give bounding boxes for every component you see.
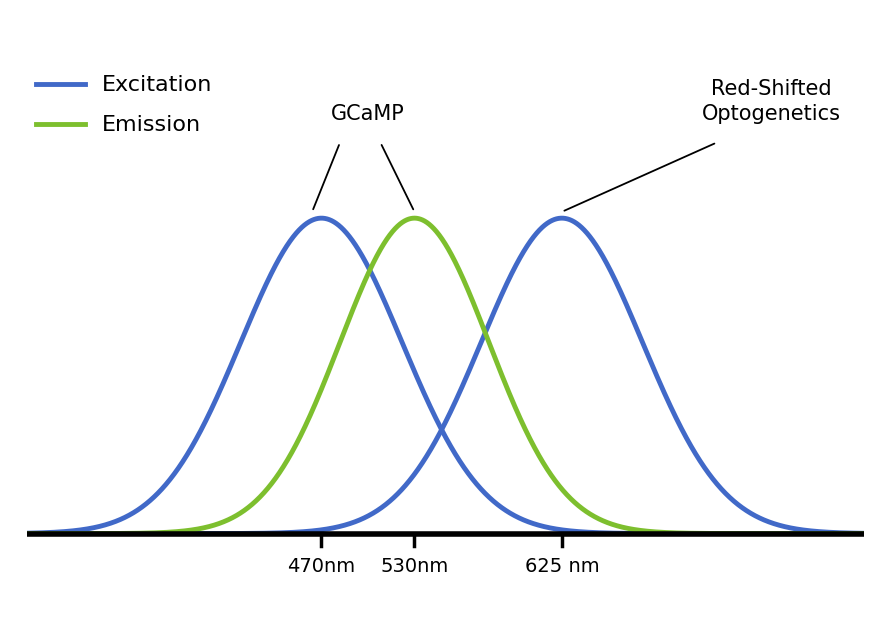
Legend: Excitation, Emission: Excitation, Emission bbox=[27, 67, 222, 144]
Text: Red-Shifted
Optogenetics: Red-Shifted Optogenetics bbox=[702, 79, 841, 124]
Text: 470nm: 470nm bbox=[288, 558, 356, 576]
Text: 625 nm: 625 nm bbox=[525, 558, 599, 576]
Text: GCaMP: GCaMP bbox=[331, 104, 405, 124]
Text: 530nm: 530nm bbox=[380, 558, 448, 576]
